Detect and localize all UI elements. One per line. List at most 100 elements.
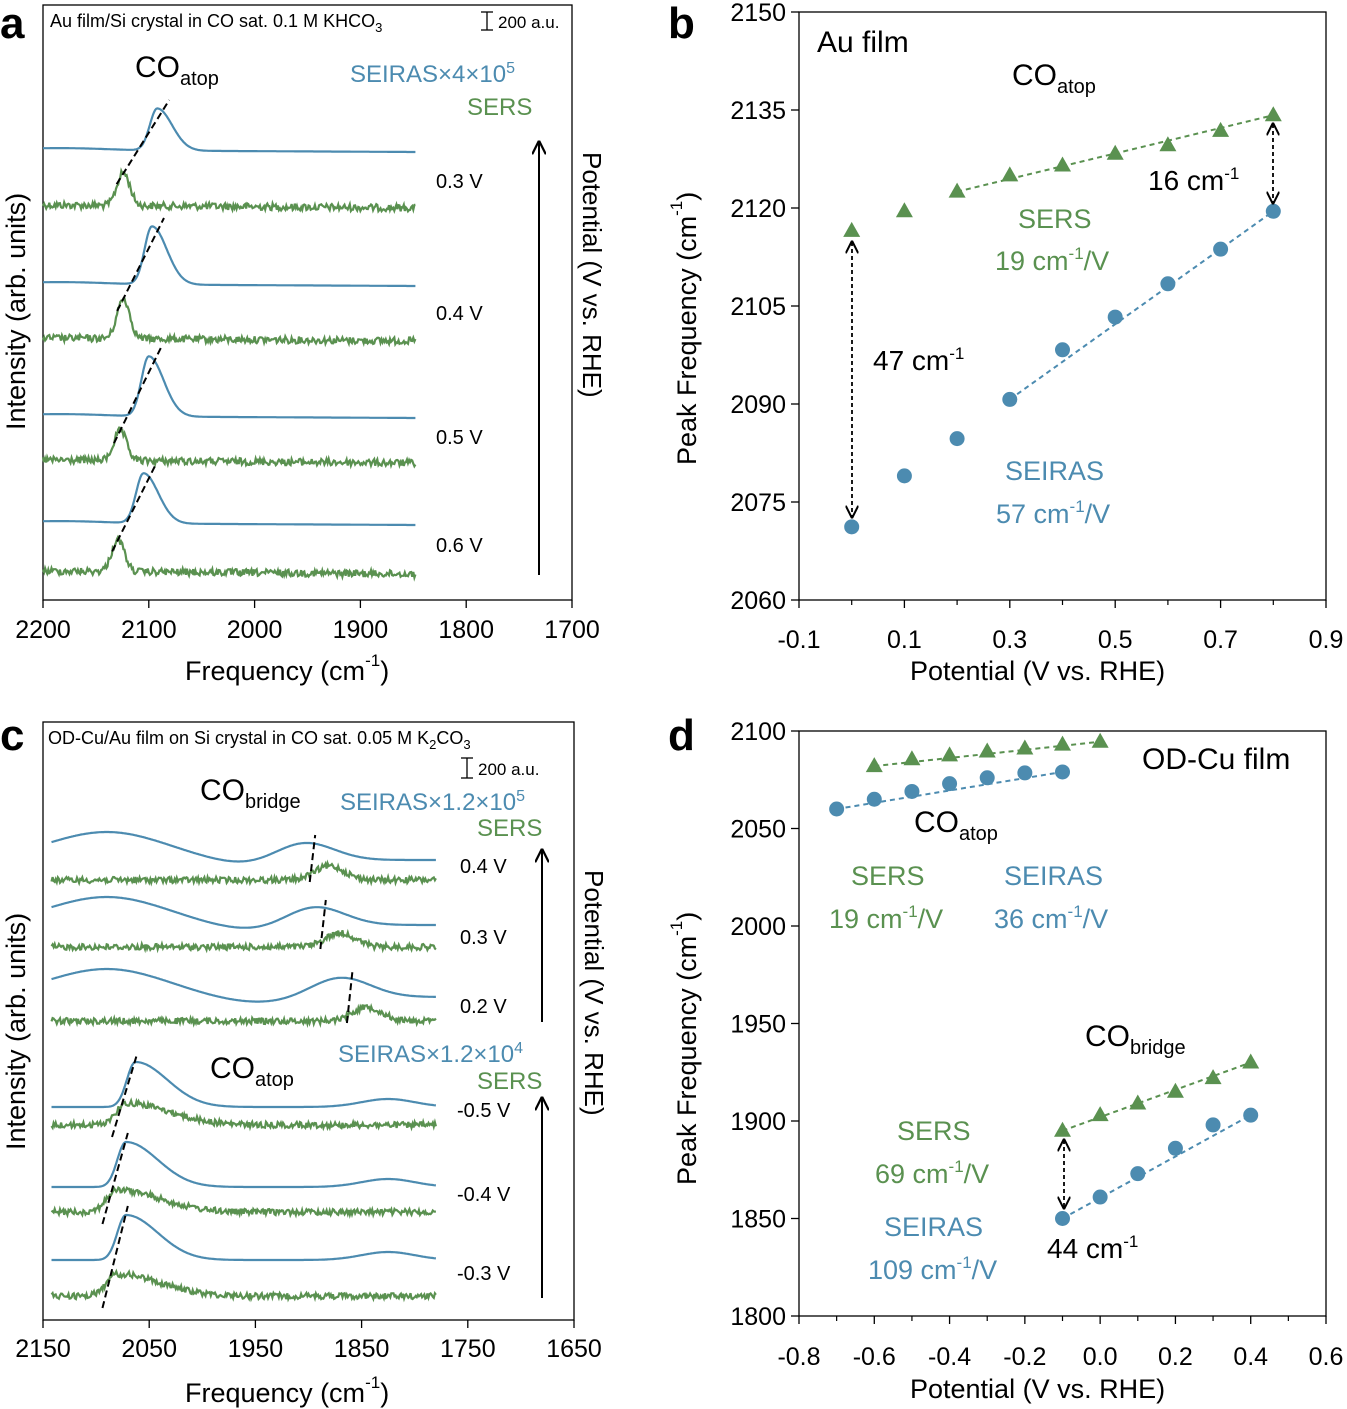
x-tick-label: -0.8 [777, 1343, 820, 1371]
x-tick-label: 0.5 [1098, 626, 1133, 654]
panel-b-gap-label-16: 16 cm-1 [1148, 164, 1239, 196]
panel-letter-b: b [668, 0, 695, 48]
sers-trace [41, 167, 416, 215]
bridge-sers-point [1242, 1053, 1260, 1069]
panel-a-xlabel: Frequency (cm-1) [185, 651, 389, 686]
bridge-sers-fit-line [1062, 1061, 1252, 1132]
atop-seiras-point [829, 801, 845, 817]
panel-d-frame [798, 730, 1327, 1317]
bridge-seiras-point [1243, 1107, 1259, 1123]
x-tick-label: -0.6 [853, 1343, 896, 1371]
panel-a-x-ticks: 2200 2100 2000 1900 1800 1700 [15, 600, 600, 644]
panel-b-scatter: -0.1 0.1 0.3 0.5 0.7 0.9 2060 2075 2090 2105 2120 2… [667, 0, 1343, 686]
panel-d-gap-label: 44 cm-1 [1047, 1232, 1138, 1264]
sers-trace [50, 1268, 437, 1303]
y-tick-label: 2100 [730, 718, 786, 746]
panel-b-seiras-slope: 57 cm-1/V [996, 497, 1110, 529]
panel-c-xlabel: Frequency (cm-1) [185, 1373, 389, 1408]
panel-b-seiras-label: SEIRAS [1005, 456, 1104, 486]
peak-shift-guide [111, 464, 157, 552]
y-tick-label: 2060 [730, 587, 786, 615]
y-tick-label: 1800 [730, 1303, 786, 1331]
y-tick-label: 2135 [730, 97, 786, 125]
x-tick-label: 0.0 [1083, 1343, 1118, 1371]
seiras-point [1055, 342, 1070, 358]
sers-point [1106, 144, 1124, 160]
potential-label: 0.4 V [436, 303, 483, 325]
potential-label: 0.3 V [460, 927, 507, 949]
sers-point [843, 221, 861, 237]
bridge-seiras-point [1167, 1140, 1183, 1156]
panel-c-scale-label: 200 a.u. [478, 760, 539, 779]
sers-point [1264, 106, 1282, 122]
panel-d-bridge-seiras-slope: 109 cm-1/V [868, 1253, 997, 1285]
x-tick-label: 1900 [333, 616, 389, 644]
seiras-point [1265, 203, 1281, 219]
x-tick-label: 1800 [438, 616, 494, 644]
panel-b-ticks: -0.1 0.1 0.3 0.5 0.7 0.9 2060 2075 2090 2105 2120 2… [730, 0, 1343, 654]
panel-d-bridge-seiras-label: SEIRAS [884, 1212, 983, 1242]
bridge-seiras-point [1130, 1166, 1146, 1182]
y-tick-label: 2050 [730, 816, 786, 844]
peak-shift-guide [345, 971, 354, 1024]
panel-d-ticks: -0.8 -0.6 -0.4 -0.2 0.0 0.2 0.4 0.6 1800 1850 1900… [730, 718, 1343, 1371]
panel-d-scatter: -0.8 -0.6 -0.4 -0.2 0.0 0.2 0.4 0.6 1800 1850 1900… [667, 718, 1343, 1404]
peak-shift-guide [101, 1205, 129, 1309]
seiras-trace [43, 355, 416, 420]
panel-d-points [829, 732, 1260, 1226]
panel-c-right-label: Potential (V vs. RHE) [579, 870, 609, 1116]
sers-trace [50, 1097, 437, 1132]
panel-a-legend-sers: SERS [467, 94, 532, 121]
x-tick-label: 1750 [440, 1335, 496, 1363]
potential-label: 0.4 V [460, 856, 507, 878]
bridge-sers-point [1204, 1069, 1222, 1085]
sers-trace [50, 859, 437, 887]
panel-d-atop-seiras-slope: 36 cm-1/V [994, 902, 1108, 934]
sers-point [1159, 136, 1177, 152]
panel-a-traces [41, 99, 417, 582]
x-tick-label: 0.7 [1203, 626, 1238, 654]
atop-sers-point [978, 742, 996, 758]
panel-b-points [843, 106, 1282, 535]
x-tick-label: -0.2 [1003, 1343, 1046, 1371]
panel-b-annotation: Au film [817, 26, 909, 59]
panel-c-bridge-sers-legend: SERS [477, 815, 542, 842]
panel-b-xlabel: Potential (V vs. RHE) [910, 656, 1165, 686]
sers-trace [50, 1185, 437, 1220]
x-tick-label: 2200 [15, 616, 71, 644]
x-tick-label: 1650 [546, 1335, 602, 1363]
seiras-trace [43, 225, 416, 288]
panel-letter-a: a [0, 0, 25, 48]
panel-c-spectra: OD-Cu/Au film on Si crystal in CO sat. 0… [1, 721, 609, 1408]
x-tick-label: 0.1 [887, 626, 922, 654]
potential-label: 0.5 V [436, 427, 483, 449]
x-tick-label: -0.4 [928, 1343, 971, 1371]
panel-d-bridge-sers-label: SERS [897, 1116, 971, 1146]
panel-a-right-label: Potential (V vs. RHE) [577, 152, 607, 398]
potential-label: -0.5 V [457, 1100, 511, 1122]
panel-c-title: OD-Cu/Au film on Si crystal in CO sat. 0… [48, 728, 471, 752]
potential-label: -0.3 V [457, 1263, 511, 1285]
panel-a-scale-label: 200 a.u. [498, 13, 559, 32]
seiras-trace [43, 472, 416, 527]
panel-d-annotation: OD-Cu film [1142, 743, 1290, 776]
sers-trace [50, 928, 437, 954]
bridge-sers-point [1054, 1121, 1071, 1137]
seiras-trace [51, 895, 436, 929]
x-tick-label: 1950 [228, 1335, 284, 1363]
sers-point [895, 202, 913, 218]
seiras-trace [51, 967, 436, 1003]
sers-point [1001, 166, 1019, 182]
seiras-trace [51, 1213, 437, 1262]
x-tick-label: -0.1 [777, 626, 820, 654]
bridge-sers-point [1166, 1082, 1184, 1098]
panel-c-atop-sers-legend: SERS [477, 1068, 542, 1095]
x-tick-label: 1700 [544, 616, 600, 644]
panel-c-x-ticks: 2150 2050 1950 1850 1750 1650 [15, 1320, 602, 1363]
bridge-seiras-point [1055, 1211, 1070, 1226]
panel-a-potential-labels: 0.3 V 0.4 V 0.5 V 0.6 V [436, 171, 483, 557]
peak-shift-guide [115, 99, 171, 185]
bridge-sers-point [1129, 1094, 1147, 1110]
x-tick-label: 2100 [121, 616, 177, 644]
